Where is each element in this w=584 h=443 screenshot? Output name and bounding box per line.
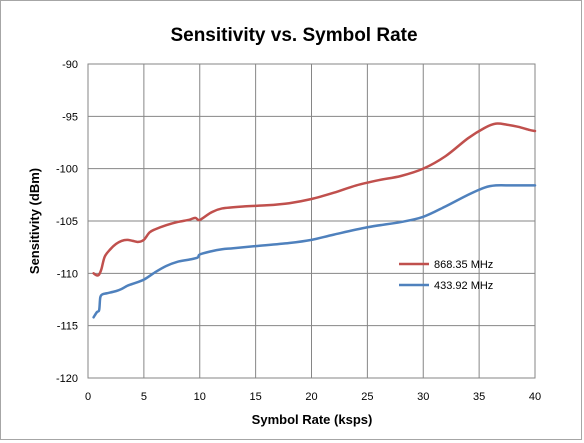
legend: 868.35 MHz 433.92 MHz xyxy=(399,259,493,292)
y-tick-label: -100 xyxy=(56,164,78,176)
y-axis-title: Sensitivity (dBm) xyxy=(27,168,42,274)
legend-label-1: 433.92 MHz xyxy=(434,280,493,292)
series-line-1 xyxy=(92,184,537,319)
x-tick-label: 25 xyxy=(361,391,373,403)
x-tick-label: 5 xyxy=(141,391,147,403)
y-tick-label: -110 xyxy=(57,268,78,280)
x-tick-label: 15 xyxy=(250,391,262,403)
gridlines xyxy=(88,64,535,378)
y-tick-label: -105 xyxy=(56,216,78,228)
legend-label-0: 868.35 MHz xyxy=(434,259,493,271)
x-tick-label: 30 xyxy=(417,391,429,403)
series-lines xyxy=(92,122,537,319)
x-tick-label: 20 xyxy=(305,391,317,403)
y-tick-label: -90 xyxy=(62,59,78,71)
series-line-0 xyxy=(92,122,537,277)
x-tick-label: 0 xyxy=(85,391,91,403)
x-tick-label: 10 xyxy=(194,391,206,403)
tick-labels: 0 5 10 15 20 25 30 35 40 -90 -95 -100 -105 -110 -115 -1… xyxy=(56,59,541,403)
chart-title: Sensitivity vs. Symbol Rate xyxy=(170,25,417,46)
x-tick-label: 40 xyxy=(529,391,541,403)
x-axis-title: Symbol Rate (ksps) xyxy=(252,412,373,427)
y-tick-label: -120 xyxy=(56,373,78,385)
y-tick-label: -115 xyxy=(57,321,78,333)
x-tick-label: 35 xyxy=(473,391,485,403)
y-tick-label: -95 xyxy=(62,111,78,123)
